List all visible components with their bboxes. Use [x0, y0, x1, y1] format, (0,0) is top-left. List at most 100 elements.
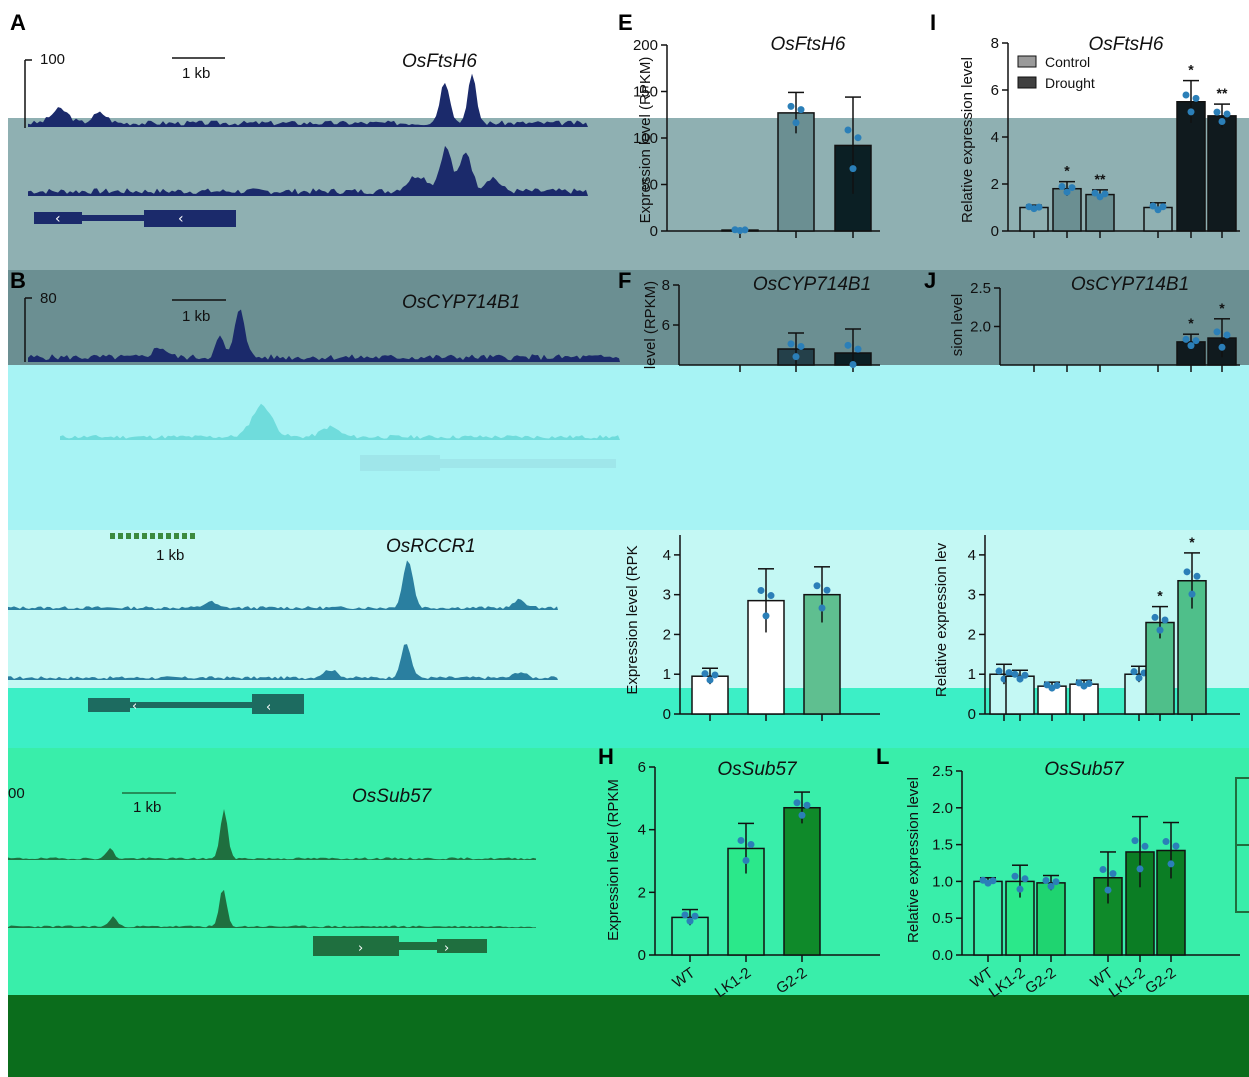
bar: [1176, 101, 1206, 232]
data-point: [1011, 872, 1019, 880]
data-point: [792, 353, 800, 361]
data-point: [787, 102, 795, 110]
data-point: [767, 592, 775, 600]
chart-panel-k: 0 1 2 3 4 Relative expression lev * *: [933, 534, 1240, 723]
track-a-coverage-2: [28, 145, 588, 196]
bar: [973, 880, 1003, 956]
chart-title: OsCYP714B1: [1071, 274, 1189, 295]
y-tick-label: 2: [991, 176, 999, 193]
y-tick-label: 6: [662, 317, 670, 334]
chart-title: OsSub57: [1044, 759, 1125, 780]
y-tick-label: 0.0: [932, 947, 953, 964]
data-point: [1104, 886, 1112, 894]
track-d-coverage-1: [8, 809, 536, 860]
data-point: [1068, 184, 1076, 192]
y-tick-label: 150: [633, 84, 658, 101]
track-b-coverage-2: [60, 403, 620, 440]
y-tick-label: 0: [968, 706, 976, 723]
strand-arrow-icon: ›: [444, 941, 449, 956]
x-tick-label: G2-2: [1022, 964, 1059, 997]
panel-m-fragment: [1235, 777, 1249, 913]
track-d-scale-label: 1 kb: [133, 799, 161, 816]
data-point: [854, 134, 862, 142]
significance-mark: **: [1217, 85, 1228, 101]
data-point: [1136, 865, 1144, 873]
track-a-ymax: 100: [40, 51, 65, 68]
data-point: [1183, 568, 1191, 576]
y-tick-label: 2: [663, 626, 671, 643]
significance-mark: *: [1188, 315, 1194, 331]
data-point: [1213, 108, 1221, 116]
data-point: [1167, 860, 1175, 868]
strand-arrow-icon: ‹: [266, 700, 271, 715]
legend-control-swatch: [1017, 55, 1037, 68]
panel-label-a: A: [10, 10, 26, 35]
legend-drought-swatch: [1017, 76, 1037, 89]
data-point: [844, 341, 852, 349]
significance-mark: *: [1157, 588, 1163, 604]
data-point: [1021, 671, 1029, 679]
track-b-scale-label: 1 kb: [182, 308, 210, 325]
track-a-coverage-1: [28, 73, 588, 127]
y-axis-label: Relative expression lev: [933, 542, 950, 697]
y-tick-label: 3: [968, 587, 976, 604]
y-tick-label: 2: [638, 884, 646, 901]
strand-arrow-icon: ›: [358, 941, 363, 956]
data-point: [737, 836, 745, 844]
data-point: [849, 165, 857, 173]
y-tick-label: 100: [633, 130, 658, 147]
track-c-coverage-2: [8, 644, 558, 680]
track-a-gene-name: OsFtsH6: [402, 51, 477, 72]
data-point: [1011, 670, 1019, 678]
data-point: [1172, 842, 1180, 850]
bar: [1207, 115, 1237, 232]
chart-panel-h: 0 2 4 6 Expression level (RPKM OsSub57 WT LK1-2…: [605, 759, 880, 1001]
chart-title: OsCYP714B1: [753, 274, 871, 295]
track-d-ymax: 00: [8, 785, 25, 802]
significance-mark: *: [1219, 300, 1225, 316]
band-7: [8, 995, 1249, 1077]
y-tick-label: 6: [991, 82, 999, 99]
data-point: [1043, 681, 1051, 689]
y-tick-label: 0.5: [932, 910, 953, 927]
track-c-coverage-1: [8, 560, 558, 610]
data-point: [701, 670, 709, 678]
data-point: [1213, 328, 1221, 336]
data-point: [797, 106, 805, 114]
data-point: [1218, 117, 1226, 125]
bar: [1036, 882, 1066, 956]
chart-panel-e: 0 50 100 150 200 Expression level (RPKM) OsFts…: [633, 34, 880, 240]
track-d-gene-name: OsSub57: [352, 786, 433, 807]
data-point: [1016, 885, 1024, 893]
data-point: [797, 342, 805, 350]
legend-control-label: Control: [1045, 54, 1090, 70]
bar: [783, 806, 821, 956]
y-axis-label: Expression level (RPKM: [605, 779, 622, 941]
data-point: [1109, 870, 1117, 878]
y-tick-label: 4: [991, 129, 999, 146]
y-tick-label: 0: [650, 223, 658, 240]
data-point: [1101, 190, 1109, 198]
y-axis-label: Expression level (RPKM): [637, 57, 654, 224]
data-point: [1218, 343, 1226, 351]
data-point: [798, 811, 806, 819]
y-axis-label: Relative expression level: [959, 57, 976, 223]
significance-mark: *: [1189, 534, 1195, 550]
panel-label-j: J: [924, 268, 936, 293]
y-axis-label: sion level: [949, 294, 966, 357]
track-c-gene-model: ‹ ‹: [88, 694, 304, 715]
y-tick-label: 4: [638, 822, 646, 839]
track-a-gene-model: ‹ ‹: [34, 210, 236, 227]
y-axis-label: Relative expression level: [905, 777, 922, 943]
y-tick-label: 1.5: [932, 837, 953, 854]
significance-mark: *: [1064, 163, 1070, 179]
data-point: [741, 226, 749, 234]
data-point: [844, 126, 852, 134]
data-point: [1156, 626, 1164, 634]
track-b-ymax: 80: [40, 290, 57, 307]
track-panel-c: 1 kb OsRCCR1 ‹ ‹: [8, 533, 558, 715]
data-point: [691, 912, 699, 920]
